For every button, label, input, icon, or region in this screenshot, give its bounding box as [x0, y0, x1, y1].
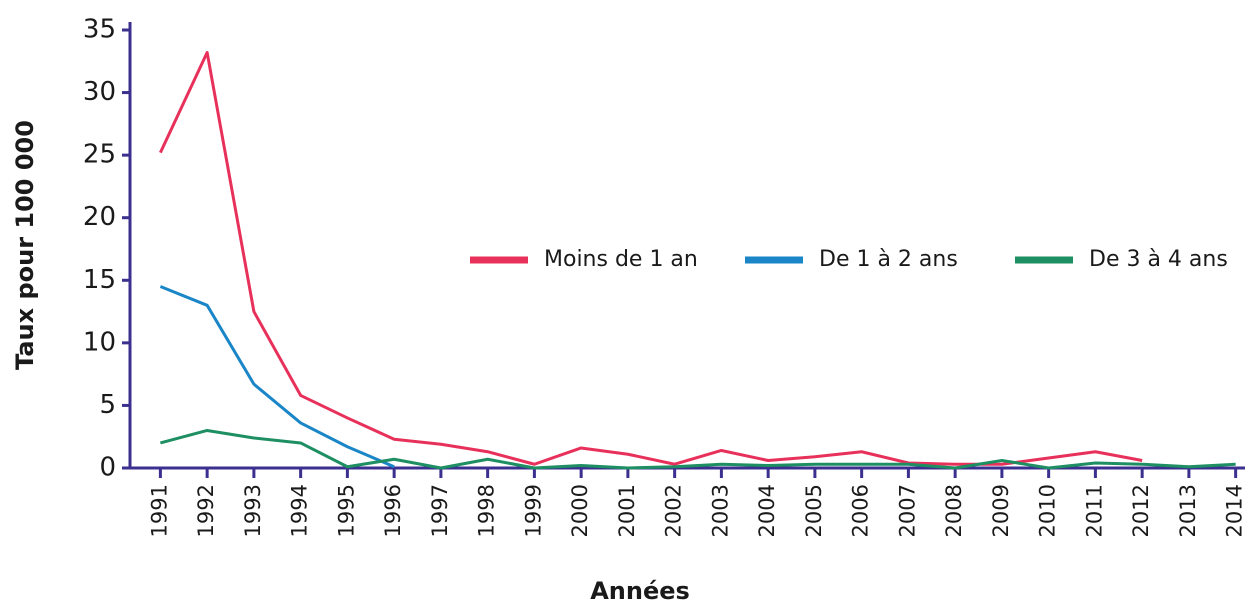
x-tick-label: 1998 [475, 484, 499, 537]
x-tick-label: 1996 [381, 484, 405, 537]
x-tick-label: 2006 [849, 484, 873, 537]
x-tick-label: 2002 [662, 484, 686, 537]
x-tick-label: 2008 [942, 484, 966, 537]
y-tick-label: 35 [83, 15, 116, 45]
x-tick-label: 2001 [615, 484, 639, 537]
series-line [160, 428, 1236, 470]
x-axis-label: Années [590, 577, 690, 605]
x-tick-label: 2004 [755, 484, 779, 537]
x-tick-label: 2010 [1036, 484, 1060, 537]
y-tick-label: 20 [83, 202, 116, 232]
y-axis-label: Taux pour 100 000 [11, 120, 39, 370]
x-tick-label: 2012 [1129, 484, 1153, 537]
x-tick-label: 2000 [568, 484, 592, 537]
x-tick-label: 2003 [708, 484, 732, 537]
x-tick-label: 2014 [1223, 484, 1247, 537]
x-tick-label: 2007 [895, 484, 919, 537]
x-tick-label: 1999 [521, 484, 545, 537]
x-tick-label: 1994 [288, 484, 312, 537]
x-tick-label: 2005 [802, 484, 826, 537]
x-tick-label: 2011 [1082, 484, 1106, 537]
x-tick-label: 1995 [334, 484, 358, 537]
x-tick-label: 2013 [1176, 484, 1200, 537]
y-tick-label: 5 [99, 390, 116, 420]
y-tick-label: 25 [83, 140, 116, 170]
series-line [159, 285, 395, 469]
x-tick-label: 2009 [989, 484, 1013, 537]
legend-label: De 3 à 4 ans [1089, 247, 1228, 272]
x-tick-label: 1997 [428, 484, 452, 537]
y-tick-label: 10 [83, 327, 116, 357]
x-tick-label: 1991 [147, 484, 171, 537]
x-tick-label: 1993 [241, 484, 265, 537]
y-tick-label: 15 [83, 265, 116, 295]
y-tick-label: 0 [99, 453, 116, 483]
y-tick-label: 30 [83, 77, 116, 107]
x-tick-label: 1992 [194, 484, 218, 537]
legend-label: De 1 à 2 ans [819, 247, 958, 272]
legend-label: Moins de 1 an [544, 247, 698, 272]
